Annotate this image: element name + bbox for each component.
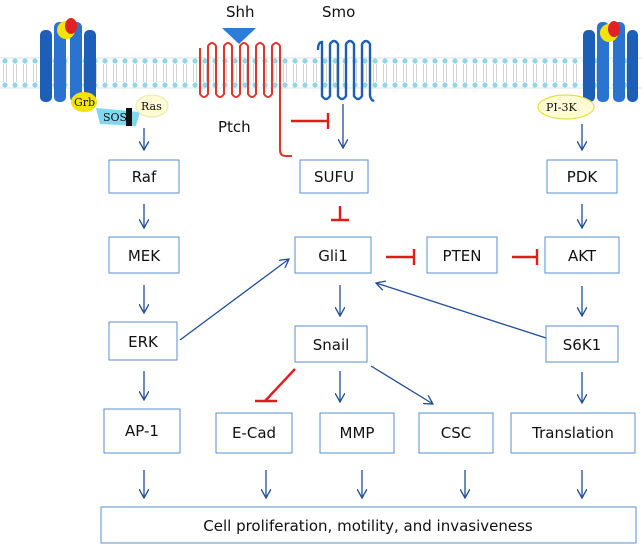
ptch-label: Ptch bbox=[218, 118, 251, 136]
svg-text:AP-1: AP-1 bbox=[125, 422, 159, 440]
node-raf: Raf bbox=[108, 159, 180, 194]
svg-text:CSC: CSC bbox=[441, 424, 471, 442]
ptch-receptor bbox=[199, 42, 292, 157]
svg-text:Cell proliferation, motility,: Cell proliferation, motility, and invasi… bbox=[203, 517, 533, 535]
rtk-receptor-right bbox=[583, 21, 638, 102]
svg-text:E-Cad: E-Cad bbox=[232, 424, 276, 442]
node-pten: PTEN bbox=[426, 236, 498, 274]
shh-label: Shh bbox=[226, 3, 255, 21]
inhibit-sufu-gli1 bbox=[331, 206, 349, 222]
node-ap1: AP-1 bbox=[103, 408, 181, 454]
node-snail: Snail bbox=[294, 325, 368, 363]
svg-text:MMP: MMP bbox=[340, 424, 375, 442]
inhibit-gli1-pten bbox=[386, 249, 416, 265]
node-pdk: PDK bbox=[546, 159, 618, 194]
inhibit-ptch-smo bbox=[291, 113, 330, 129]
node-sufu: SUFU bbox=[299, 159, 369, 194]
inhibit-pten-akt bbox=[512, 249, 539, 265]
node-csc: CSC bbox=[418, 412, 494, 454]
ras-protein bbox=[135, 94, 169, 118]
svg-text:S6K1: S6K1 bbox=[563, 336, 601, 354]
svg-text:ERK: ERK bbox=[128, 333, 159, 351]
pi3k-label: PI-3K bbox=[546, 101, 577, 114]
node-erk: ERK bbox=[108, 321, 178, 361]
grb-label: Grb bbox=[74, 96, 95, 109]
pi3k-kinase bbox=[537, 94, 595, 120]
inhibition-arrows bbox=[255, 113, 539, 403]
svg-text:PDK: PDK bbox=[567, 168, 599, 186]
inhibit-snail-ecad bbox=[255, 368, 296, 403]
svg-text:Raf: Raf bbox=[132, 168, 157, 186]
svg-text:Gli1: Gli1 bbox=[318, 247, 348, 265]
svg-text:MEK: MEK bbox=[128, 247, 161, 265]
arrow-s6k1-gli1 bbox=[376, 283, 547, 339]
node-s6k1: S6K1 bbox=[545, 325, 619, 363]
node-mmp: MMP bbox=[319, 412, 395, 454]
rtk-receptor-left bbox=[40, 18, 96, 102]
ras-label: Ras bbox=[141, 100, 162, 113]
node-akt: AKT bbox=[544, 236, 620, 274]
arrow-erk-gli1 bbox=[179, 259, 289, 341]
node-gli1: Gli1 bbox=[294, 236, 372, 274]
node-ecad: E-Cad bbox=[215, 412, 293, 454]
smo-label: Smo bbox=[322, 3, 355, 21]
sos-label: SOS bbox=[103, 111, 127, 124]
shh-ligand bbox=[222, 28, 256, 44]
svg-text:Snail: Snail bbox=[313, 336, 350, 354]
svg-text:Translation: Translation bbox=[531, 424, 614, 442]
node-mek: MEK bbox=[108, 236, 180, 274]
node-translation: Translation bbox=[510, 412, 636, 454]
smo-receptor bbox=[316, 39, 375, 102]
svg-text:AKT: AKT bbox=[568, 247, 597, 265]
outcome-box: Cell proliferation, motility, and invasi… bbox=[100, 506, 637, 544]
arrow-snail-csc bbox=[370, 365, 433, 404]
activation-arrows bbox=[144, 104, 582, 498]
svg-text:PTEN: PTEN bbox=[443, 247, 482, 265]
grb-adaptor bbox=[71, 92, 97, 112]
svg-text:SUFU: SUFU bbox=[314, 168, 354, 186]
